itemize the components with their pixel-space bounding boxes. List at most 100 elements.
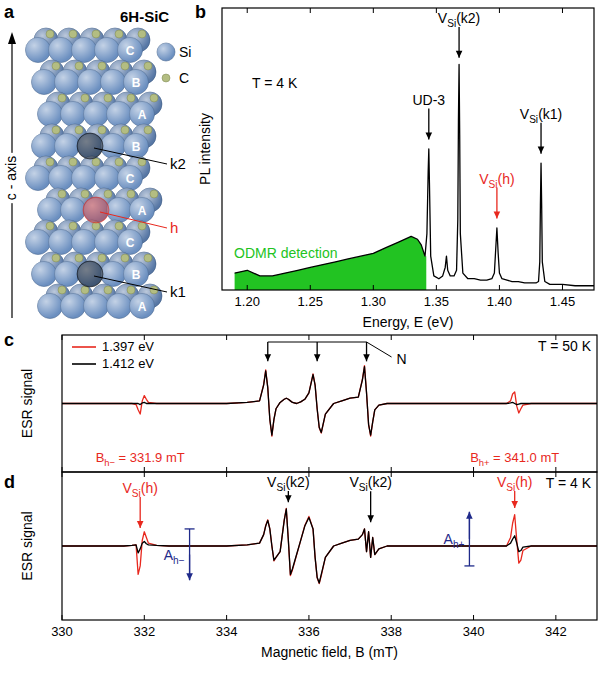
panel-letter: d (4, 472, 15, 492)
arrow-head (426, 133, 433, 140)
legend-si-shine (157, 43, 175, 61)
plot-area (62, 508, 597, 583)
arrow-head (494, 212, 501, 219)
c-atom (98, 62, 106, 70)
c-atom (144, 126, 152, 134)
tick-label: 338 (380, 624, 402, 639)
label-tail: (h) (141, 480, 158, 496)
si-atom (61, 102, 86, 127)
label-sub: Si (359, 482, 368, 493)
si-atom-shine (84, 102, 109, 127)
si-atom (124, 262, 149, 287)
stacking-letter: B (132, 140, 141, 154)
arrow-head (456, 51, 463, 58)
tick (62, 335, 63, 340)
c-atom (81, 94, 89, 102)
label-tail: (k2) (285, 474, 309, 490)
c-atom (121, 126, 129, 134)
si-atom (101, 70, 126, 95)
label-tail: (h) (498, 171, 515, 187)
frame (222, 8, 594, 290)
legend-label: Si (179, 44, 191, 60)
si-atom-shine (26, 38, 51, 63)
series-line (62, 366, 597, 437)
si-atom (72, 166, 97, 191)
si-atom-shine (55, 262, 80, 287)
c-atom (92, 158, 100, 166)
si-atom-shine (32, 134, 57, 159)
tick (308, 335, 309, 340)
label-sub: Si (447, 18, 456, 29)
si-atom (95, 166, 120, 191)
legend-swatch (72, 363, 96, 365)
si-atom-shine (32, 70, 57, 95)
c-atom (46, 222, 54, 230)
si-atom-shine (55, 134, 80, 159)
legend-label: 1.412 eV (102, 356, 154, 371)
tick (144, 615, 145, 620)
panel-letter: c (4, 330, 14, 350)
legend-si (157, 43, 175, 61)
si-atom-shine (124, 134, 149, 159)
tick-label: 1.20 (235, 294, 260, 309)
frame (62, 472, 597, 620)
frame (62, 335, 597, 472)
si-atom-shine (118, 38, 143, 63)
site-label: k1 (170, 283, 186, 300)
tick (473, 467, 474, 472)
si-atom (118, 166, 143, 191)
si-atom-shine (95, 166, 120, 191)
si-atom-shine (26, 166, 51, 191)
si-atom (118, 38, 143, 63)
si-atom (95, 38, 120, 63)
stacking-letter: B (132, 76, 141, 90)
si-atom-shine (107, 294, 132, 319)
c-atom (115, 222, 123, 230)
si-atom (32, 262, 57, 287)
label-sub: Si (506, 482, 515, 493)
si-atom (61, 198, 86, 223)
tick (226, 335, 227, 340)
stacking-letter: A (138, 108, 147, 122)
c-atom (58, 190, 66, 198)
si-atom-shine (38, 198, 63, 223)
stacking-letter: C (126, 236, 135, 250)
si-atom (26, 230, 51, 255)
c-atom (115, 30, 123, 38)
si-atom (78, 262, 103, 287)
label-tail: (k2) (456, 10, 480, 26)
si-atom-shine (124, 262, 149, 287)
si-atom (38, 102, 63, 127)
plot-area (62, 366, 597, 437)
si-atom-shine (101, 70, 126, 95)
axis-title: Energy, E (eV) (363, 314, 454, 330)
label-sub: h+ (479, 457, 490, 468)
si-atom (26, 38, 51, 63)
tick-label: 1.40 (487, 294, 512, 309)
site-leader (94, 276, 167, 292)
c-atom (69, 158, 77, 166)
label-main: B (470, 450, 479, 465)
label-main: B (96, 450, 105, 465)
si-atom-shine (32, 262, 57, 287)
tick (562, 8, 563, 13)
annotation: T = 50 K (538, 338, 592, 354)
tick (144, 472, 145, 477)
si-atom-shine (72, 230, 97, 255)
si-atom (118, 230, 143, 255)
si-atom (32, 134, 57, 159)
si-atom (72, 38, 97, 63)
tick-label: 1.25 (298, 294, 323, 309)
si-atom (107, 102, 132, 127)
c-atom (75, 62, 83, 70)
tick (373, 8, 374, 13)
axis-title: PL intensity (197, 113, 213, 185)
si-atom-shine (101, 134, 126, 159)
c-atom (69, 222, 77, 230)
annotation: T = 4 K (252, 75, 298, 91)
si-atom-shine (130, 294, 155, 319)
si-atom-shine (61, 294, 86, 319)
tick (62, 467, 63, 472)
c-atom (104, 94, 112, 102)
si-atom-shine (130, 198, 155, 223)
